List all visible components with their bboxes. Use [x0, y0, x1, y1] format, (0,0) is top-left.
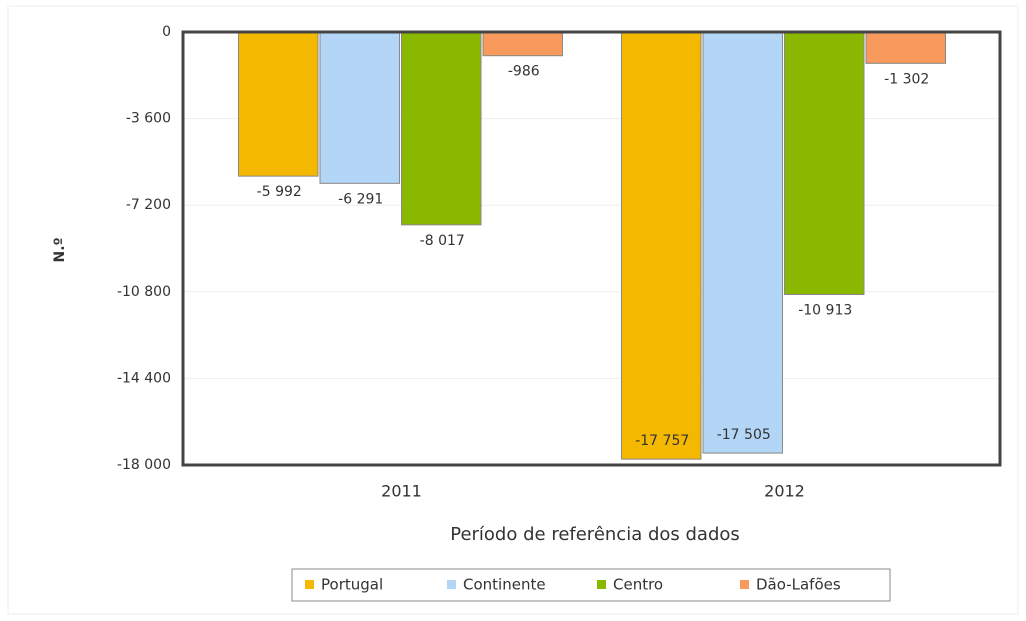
y-tick-label: 0 — [162, 24, 171, 40]
y-tick-label: -18 000 — [117, 457, 171, 473]
x-axis-title: Período de referência dos dados — [450, 524, 740, 545]
data-label: -986 — [508, 64, 540, 80]
y-tick-label: -14 400 — [117, 370, 171, 386]
y-tick-label: -10 800 — [117, 284, 171, 300]
x-tick-label: 2012 — [764, 482, 805, 501]
y-tick-label: -7 200 — [126, 197, 171, 213]
bar — [482, 31, 563, 57]
data-label: -5 992 — [257, 184, 302, 200]
legend-label: Continente — [463, 576, 546, 594]
bar — [621, 31, 702, 460]
background — [7, 5, 1019, 615]
bar — [702, 31, 783, 454]
legend-marker — [305, 580, 314, 589]
data-label: -1 302 — [884, 71, 929, 87]
data-label: -6 291 — [338, 191, 383, 207]
legend-marker — [447, 580, 456, 589]
legend-label: Portugal — [321, 576, 383, 594]
y-tick-label: -3 600 — [126, 111, 171, 127]
bar — [784, 31, 865, 296]
x-tick-label: 2011 — [381, 482, 422, 501]
data-label: -8 017 — [420, 233, 465, 249]
bar — [865, 31, 946, 64]
data-label: -17 505 — [717, 427, 771, 443]
data-label: -10 913 — [798, 303, 852, 319]
legend-marker — [740, 580, 749, 589]
bar — [401, 31, 482, 226]
bar — [238, 31, 319, 177]
plot-frame — [181, 30, 1002, 467]
legend — [291, 568, 891, 602]
y-axis-title: N.º — [52, 237, 68, 262]
legend-marker — [597, 580, 606, 589]
bar — [319, 31, 400, 184]
data-label: -17 757 — [635, 433, 689, 449]
legend-label: Centro — [613, 576, 663, 594]
legend-label: Dão-Lafões — [756, 576, 841, 594]
